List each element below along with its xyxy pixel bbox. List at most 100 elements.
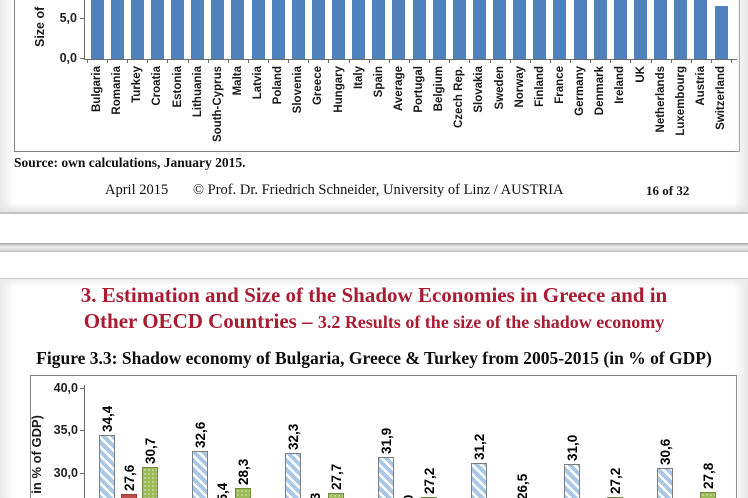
source-note: Source: own calculations, January 2015. [14, 155, 246, 170]
y-tick-mark [80, 58, 84, 59]
page-indicator: 16 of 32 [646, 183, 690, 198]
x-tick-mark [710, 60, 712, 63]
category-label: Croatia [151, 66, 164, 106]
x-tick-mark [247, 60, 249, 63]
x-tick-mark [670, 60, 672, 63]
bar [553, 0, 567, 59]
category-label: Turkey [131, 66, 144, 103]
y-tick-label: 5,0 [59, 11, 77, 25]
bar-value-label: 27,2 [422, 467, 437, 494]
x-tick-mark [429, 60, 431, 63]
slide-17: 3. Estimation and Size of the Shadow Eco… [0, 278, 748, 498]
bar [372, 0, 386, 59]
x-tick-mark [469, 60, 471, 63]
category-label: Romania [111, 66, 124, 115]
category-label: Estonia [171, 66, 184, 108]
bar [332, 0, 346, 59]
bar-greece [121, 493, 137, 498]
bar-value-label: 27,7 [329, 463, 344, 490]
bar [634, 0, 647, 59]
x-tick-mark [308, 60, 310, 63]
category-label: Hungary [332, 66, 345, 113]
category-label: Slovenia [292, 66, 305, 114]
x-tick-mark [227, 60, 229, 63]
bar [613, 0, 627, 59]
category-label: Greece [312, 66, 325, 106]
bar-bulgaria [378, 456, 394, 498]
shadow-economy-bgt-chart: in % of GDP) 40,0 35,0 30,0 34,4 27,6 30,7 32,6… [0, 279, 748, 498]
x-tick-mark [690, 60, 692, 63]
y-tick-label: 35,0 [53, 423, 78, 438]
x-tick-mark [610, 60, 612, 63]
y-tick-mark [80, 473, 84, 474]
slide-16: Size of 5,0 0,0 Bulgaria Romania Turkey Croati… [0, 0, 748, 214]
figure-caption: Figure 3.3: Shadow economy of Bulgaria, … [36, 348, 712, 368]
bar [493, 0, 507, 59]
category-label: Sweden [493, 66, 506, 110]
y-tick-label: 0,0 [59, 51, 77, 65]
category-label: Germany [574, 66, 587, 116]
category-label: Finland [533, 66, 546, 107]
bar [271, 0, 285, 59]
x-tick-mark [288, 60, 290, 63]
category-label: Austria [694, 66, 707, 106]
category-label: UK [634, 66, 647, 83]
category-label: Slovakia [473, 66, 486, 113]
x-tick-mark [107, 60, 109, 63]
bar-value-label: 30,6 [658, 438, 673, 465]
bar-value-label: 27,6 [122, 464, 137, 491]
bar [472, 0, 486, 59]
bar-value-label: 32,6 [193, 421, 208, 448]
bar-value-label: 28,3 [236, 458, 251, 485]
bar-value-label: 30,7 [143, 437, 158, 464]
category-label: Denmark [594, 66, 607, 116]
y-tick-mark [80, 387, 84, 389]
bar-value-label: 32,3 [286, 424, 301, 451]
x-tick-mark [449, 60, 451, 63]
x-tick-mark [409, 60, 410, 63]
bar [110, 0, 124, 59]
bar [452, 0, 466, 59]
x-tick-mark [368, 60, 370, 63]
bar [231, 0, 245, 59]
bar [90, 0, 104, 59]
bar [573, 0, 587, 59]
bar-value-label: 24,3 [308, 492, 323, 498]
bar [513, 0, 527, 59]
bar-value-label: 34,4 [100, 406, 115, 433]
x-tick-mark [509, 60, 511, 63]
bar-bulgaria [564, 464, 580, 498]
bar [352, 0, 366, 59]
x-tick-mark [187, 60, 189, 63]
bar-bulgaria [99, 435, 115, 498]
bar [533, 0, 547, 59]
bar [654, 0, 668, 59]
category-label: Spain [372, 66, 385, 98]
bar-value-label: 31,0 [565, 435, 580, 462]
bar [593, 0, 607, 59]
bar [392, 0, 406, 59]
bar-bulgaria [657, 467, 673, 498]
category-label: Latvia [252, 66, 265, 100]
bar [130, 0, 144, 59]
category-label: Norway [513, 66, 526, 108]
category-label: Italy [352, 66, 365, 90]
bar-bulgaria [285, 453, 301, 498]
bar [191, 0, 205, 59]
bar-bulgaria [192, 450, 208, 498]
bar-value-label: 31,2 [472, 433, 487, 460]
x-tick-mark [328, 60, 330, 63]
shadow-economy-europe-chart: Size of 5,0 0,0 Bulgaria Romania Turkey Croati… [0, 0, 748, 212]
bar [150, 0, 164, 59]
bar [171, 0, 185, 59]
slide-title-line2: Other OECD Countries – 3.2 Results of th… [0, 309, 748, 334]
y-tick-label: 40,0 [53, 380, 78, 395]
category-label: South-Cyprus [211, 66, 224, 143]
bar [694, 0, 708, 59]
y-tick-mark [80, 18, 84, 19]
x-tick-mark [388, 60, 390, 63]
bar-turkey [700, 491, 716, 498]
category-label: Netherlands [654, 66, 667, 133]
x-tick-mark [650, 60, 652, 63]
